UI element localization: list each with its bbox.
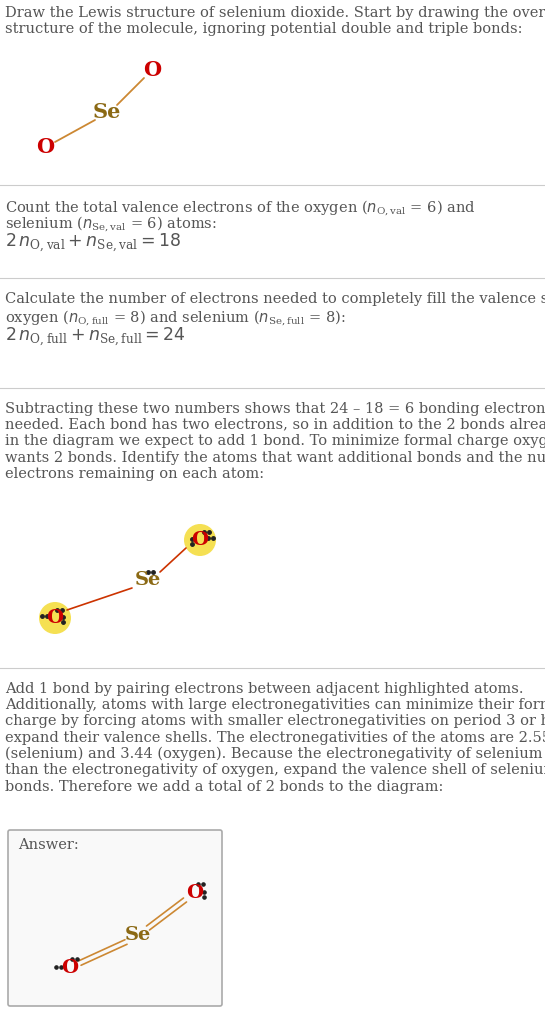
Text: O: O: [186, 884, 204, 902]
Text: Subtracting these two numbers shows that 24 – 18 = 6 bonding electrons are
neede: Subtracting these two numbers shows that…: [5, 402, 545, 481]
Text: Se: Se: [93, 102, 121, 122]
Text: Se: Se: [125, 926, 151, 944]
FancyBboxPatch shape: [8, 830, 222, 1006]
Text: oxygen ($n_\mathregular{O,full}$ = 8) and selenium ($n_\mathregular{Se,full}$ = : oxygen ($n_\mathregular{O,full}$ = 8) an…: [5, 308, 346, 328]
Text: O: O: [36, 137, 54, 157]
Text: Count the total valence electrons of the oxygen ($n_\mathregular{O,val}$ = 6) an: Count the total valence electrons of the…: [5, 198, 476, 218]
Text: $2\,n_\mathregular{O,full} + n_\mathregular{Se,full} = 24$: $2\,n_\mathregular{O,full} + n_\mathregu…: [5, 326, 186, 348]
Ellipse shape: [39, 602, 71, 634]
Text: Draw the Lewis structure of selenium dioxide. Start by drawing the overall
struc: Draw the Lewis structure of selenium dio…: [5, 6, 545, 36]
Text: Se: Se: [135, 571, 161, 589]
Text: Add 1 bond by pairing electrons between adjacent highlighted atoms.
Additionally: Add 1 bond by pairing electrons between …: [5, 682, 545, 794]
Text: O: O: [143, 60, 161, 80]
Text: O: O: [46, 609, 64, 627]
Ellipse shape: [184, 524, 216, 556]
Text: Answer:: Answer:: [18, 838, 78, 852]
Text: O: O: [191, 531, 209, 549]
Text: selenium ($n_\mathregular{Se,val}$ = 6) atoms:: selenium ($n_\mathregular{Se,val}$ = 6) …: [5, 214, 217, 234]
Text: Calculate the number of electrons needed to completely fill the valence shells f: Calculate the number of electrons needed…: [5, 292, 545, 306]
Text: $2\,n_\mathregular{O,val} + n_\mathregular{Se,val} = 18$: $2\,n_\mathregular{O,val} + n_\mathregul…: [5, 232, 181, 255]
Text: O: O: [62, 960, 78, 977]
